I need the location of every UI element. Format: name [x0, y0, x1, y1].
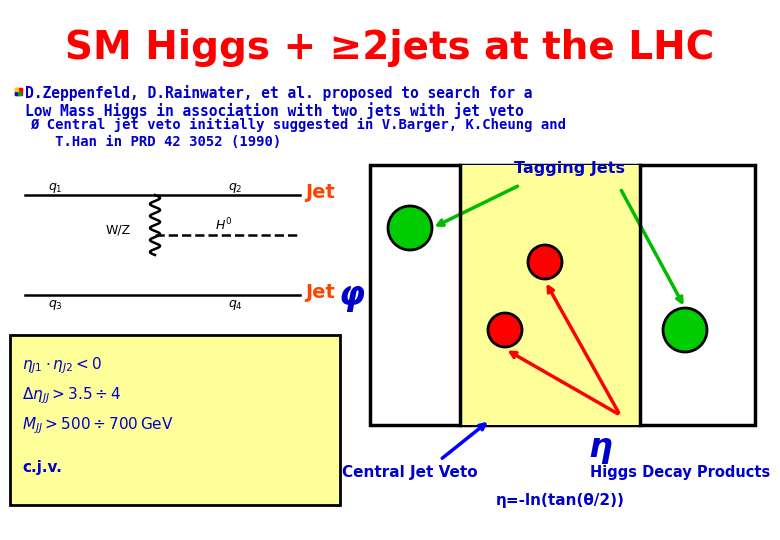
- Bar: [370, 165, 755, 425]
- Text: $\Delta\eta_{JJ}>3.5\div4$: $\Delta\eta_{JJ}>3.5\div4$: [22, 385, 122, 406]
- Text: Tagging Jets: Tagging Jets: [515, 160, 626, 176]
- Text: SM Higgs + ≥2jets at the LHC: SM Higgs + ≥2jets at the LHC: [66, 29, 714, 67]
- Text: Central Jet Veto: Central Jet Veto: [342, 464, 478, 480]
- Text: $H^0$: $H^0$: [215, 217, 232, 233]
- Bar: [15, 88, 18, 91]
- Text: Jet: Jet: [305, 284, 335, 302]
- Bar: [10, 335, 340, 505]
- Text: $q_1$: $q_1$: [48, 181, 62, 195]
- Text: $q_4$: $q_4$: [228, 298, 243, 312]
- Text: $\eta_{J1}\cdot\eta_{J2}<0$: $\eta_{J1}\cdot\eta_{J2}<0$: [22, 355, 102, 376]
- Text: Jet: Jet: [305, 184, 335, 202]
- Text: T.Han in PRD 42 3052 (1990): T.Han in PRD 42 3052 (1990): [30, 135, 282, 149]
- Text: Low Mass Higgs in association with two jets with jet veto: Low Mass Higgs in association with two j…: [25, 102, 523, 119]
- Circle shape: [663, 308, 707, 352]
- Text: Ø Central jet veto initially suggested in V.Barger, K.Cheung and: Ø Central jet veto initially suggested i…: [30, 118, 566, 132]
- Text: φ: φ: [339, 279, 365, 312]
- Circle shape: [528, 245, 562, 279]
- Text: $M_{JJ}>500\div700\,\mathrm{GeV}$: $M_{JJ}>500\div700\,\mathrm{GeV}$: [22, 415, 173, 436]
- Bar: [15, 92, 18, 95]
- Text: $q_2$: $q_2$: [228, 181, 243, 195]
- Bar: [18, 92, 21, 95]
- Text: η: η: [588, 431, 612, 464]
- Text: η=-ln(tan(θ/2)): η=-ln(tan(θ/2)): [495, 492, 625, 508]
- Bar: [15, 88, 22, 95]
- Text: W/Z: W/Z: [105, 224, 130, 237]
- Text: D.Zeppenfeld, D.Rainwater, et al. proposed to search for a: D.Zeppenfeld, D.Rainwater, et al. propos…: [25, 85, 533, 101]
- Circle shape: [488, 313, 522, 347]
- Text: $q_3$: $q_3$: [48, 298, 62, 312]
- Text: Higgs Decay Products: Higgs Decay Products: [590, 464, 770, 480]
- Bar: [460, 165, 640, 425]
- Text: c.j.v.: c.j.v.: [22, 460, 62, 475]
- Circle shape: [388, 206, 432, 250]
